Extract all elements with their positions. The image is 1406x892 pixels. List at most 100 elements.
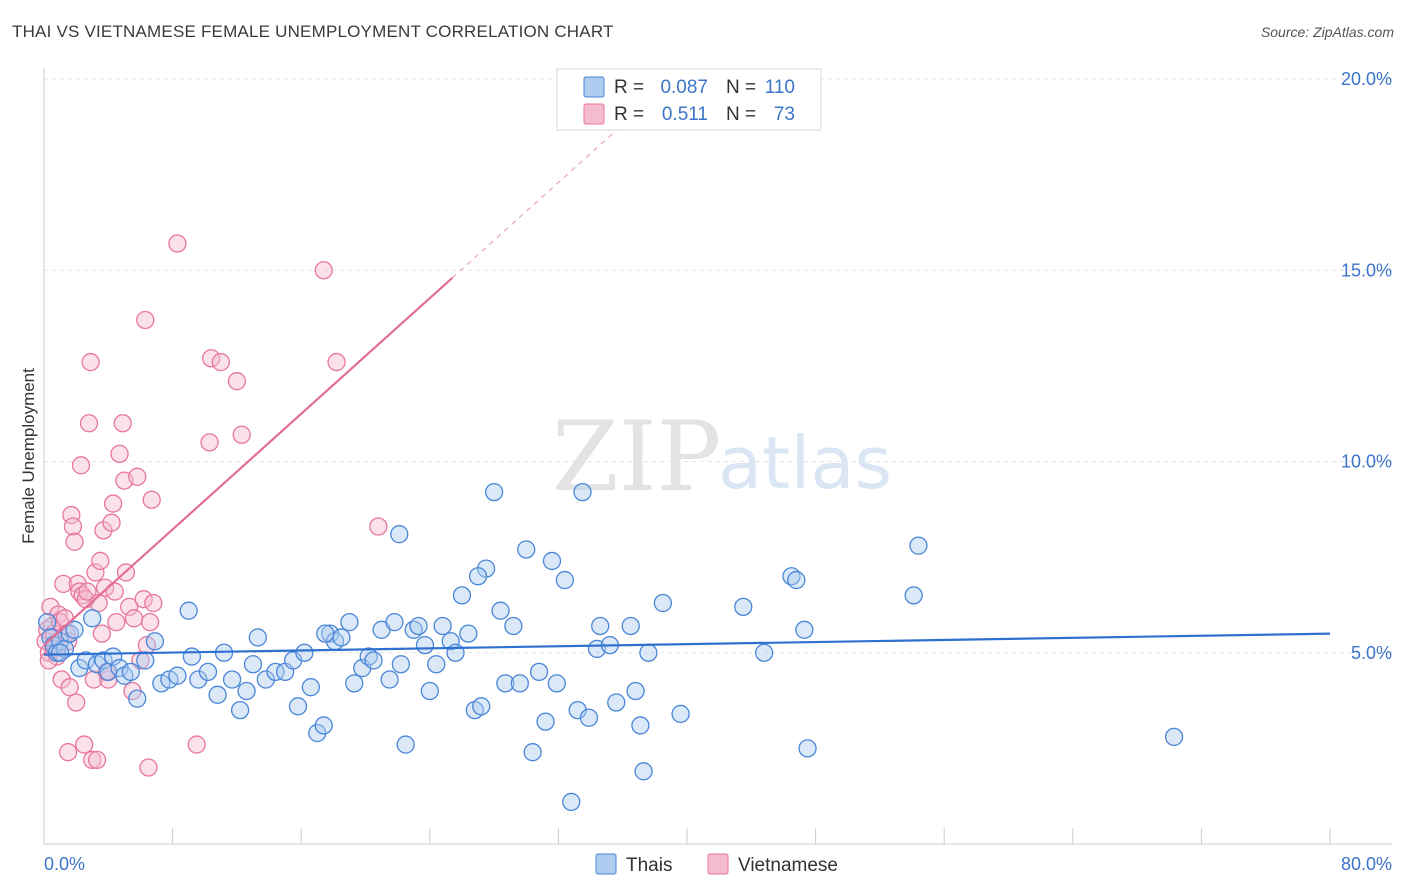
x-tick-label-min: 0.0% [44,854,85,874]
thais-point [256,670,275,689]
vietnamese-point [95,578,115,597]
thais-point [510,674,529,693]
thais-trend-line [43,632,1331,656]
thais-point [208,685,227,704]
thais-point [607,693,626,712]
thais-point [295,643,314,662]
thais-point [83,609,102,628]
bottom-legend-swatch-vietnamese [707,853,729,875]
thais-point [288,697,308,716]
thais-point [243,655,263,674]
vietnamese-point [168,234,187,253]
thais-point [626,681,645,701]
vietnamese-point [202,349,221,368]
thais-point [427,655,446,674]
thais-point [472,697,491,716]
vietnamese-point [113,414,132,433]
thais-point [222,670,242,689]
thais-point [237,681,256,701]
vietnamese-point [140,613,160,632]
vietnamese-point [144,593,163,613]
x-tick-label-max: 80.0% [1341,854,1392,874]
thais-point [621,616,640,636]
thais-point [573,482,592,502]
vietnamese-point [87,750,107,769]
thais-point [65,620,84,639]
thais-point [542,551,562,571]
thais-point [266,662,285,682]
thais-point [496,674,515,693]
vietnamese-point [54,574,73,594]
y-tick-label-15: 15.0% [1341,260,1392,280]
vietnamese-point [86,563,105,582]
vietnamese-point [81,352,100,372]
thais-point [634,762,653,781]
legend-n-value-thais: 110 [765,77,795,98]
thais-point [145,632,165,651]
thais-point [909,536,928,555]
thais-point [364,651,383,670]
thais-point [76,651,95,670]
thais-point [340,613,359,632]
bottom-legend-thais: Thais [626,855,672,876]
vietnamese-point [139,758,158,777]
thais-point [798,739,817,758]
thais-point [653,593,673,613]
vietnamese-point [128,467,147,486]
vietnamese-point [327,352,346,372]
vietnamese-point [79,414,99,433]
thais-point [441,632,460,651]
thais-point [332,628,351,647]
chart-title: THAI VS VIETNAMESE FEMALE UNEMPLOYMENT C… [12,22,614,41]
y-tick-label-20: 20.0% [1341,69,1392,89]
vietnamese-point [71,456,91,475]
y-axis-label: Female Unemployment [19,368,38,544]
thais-point [459,624,478,643]
vietnamese-point [187,735,206,754]
y-tick-label-5: 5.0% [1351,643,1392,663]
legend-swatch-thais [583,76,605,98]
vietnamese-point [102,513,121,532]
trend-lines [43,116,1331,656]
vietnamese-point [211,352,230,372]
y-tick-label-10: 10.0% [1341,452,1392,472]
grid-lines [44,78,1392,654]
bottom-legend-vietnamese: Vietnamese [738,855,838,876]
vietnamese-point [110,444,129,464]
thais-point [94,651,113,670]
thais-point [562,792,581,812]
thais-point [734,597,753,616]
thais-point [536,712,555,731]
thais-point [484,482,504,502]
thais-point [631,716,650,735]
legend-n-label-thais: N = [726,77,756,98]
vietnamese-trend-line [43,277,454,646]
thais-point [409,616,428,636]
thais-point [555,570,574,590]
vietnamese-point [136,310,155,330]
legend-r-value-vietnamese: 0.511 [662,104,708,125]
legend-r-label-vietnamese: R = [614,104,644,125]
thais-point [420,681,439,701]
vietnamese-point [58,743,78,762]
thais-point [121,662,140,682]
thais-point [390,525,409,544]
thais-point [198,662,218,682]
thais-point [314,716,333,735]
thais-point [380,670,399,689]
thais-point [230,700,250,720]
thais-point [517,540,536,559]
thais-point [504,616,523,636]
thais-points [38,482,1184,812]
thais-point [529,662,549,682]
vietnamese-point [83,750,102,769]
thais-point [491,601,510,620]
watermark-atlas: atlas [718,421,892,505]
thais-point [671,704,690,724]
thais-point [579,708,599,727]
legend-swatch-vietnamese [583,103,605,125]
vietnamese-point [200,433,219,452]
thais-point [182,647,202,666]
thais-point [301,678,320,697]
